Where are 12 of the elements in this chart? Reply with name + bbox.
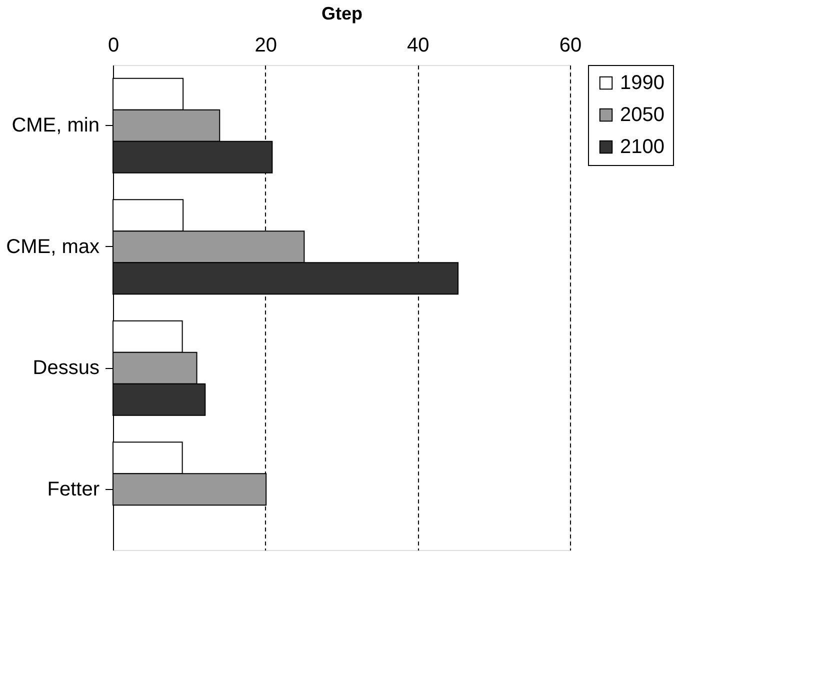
y-tick-label: CME, min: [12, 114, 100, 137]
y-tick-label: CME, max: [6, 236, 100, 258]
x-tick-label: 60: [559, 34, 582, 56]
legend-label: 1990: [620, 72, 664, 94]
x-tick-label: 20: [254, 34, 277, 56]
y-tick-label: Fetter: [47, 478, 100, 500]
legend-label: 2050: [620, 104, 664, 126]
x-axis-title: Gtep: [321, 4, 363, 24]
y-tick-label: Dessus: [32, 357, 100, 380]
legend-label: 2100: [620, 136, 664, 158]
x-tick-label: 0: [108, 34, 120, 56]
x-tick-label: 40: [407, 34, 430, 56]
